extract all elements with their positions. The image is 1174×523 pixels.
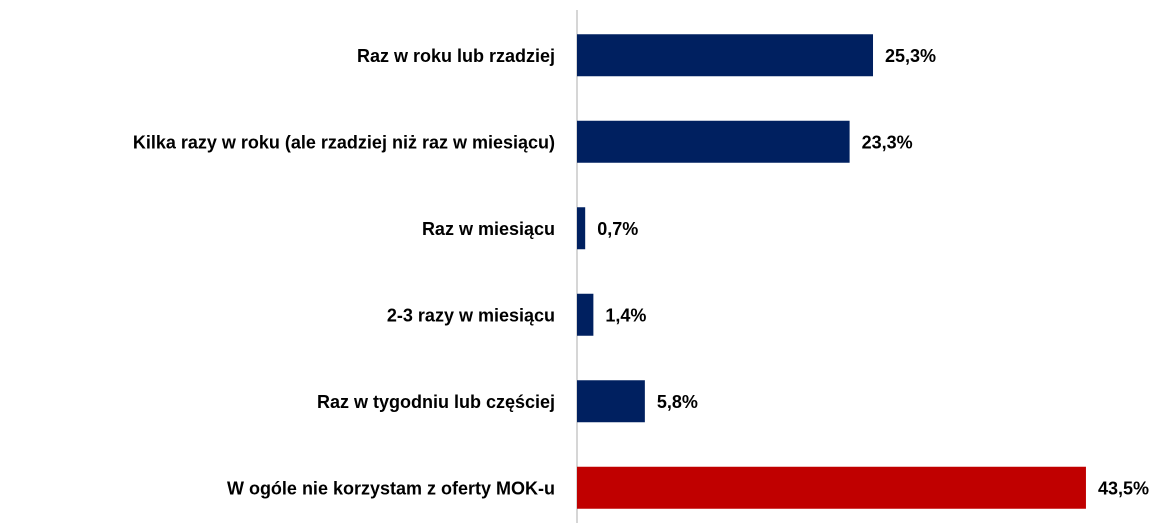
value-label: 5,8% xyxy=(657,392,698,412)
bar xyxy=(577,293,594,336)
value-label: 23,3% xyxy=(862,133,913,153)
value-label: 43,5% xyxy=(1098,479,1149,499)
category-label: Raz w roku lub rzadziej xyxy=(357,46,555,66)
category-label: Raz w miesiącu xyxy=(422,219,555,239)
value-label: 25,3% xyxy=(885,46,936,66)
bar xyxy=(577,466,1086,509)
category-label: 2-3 razy w miesiącu xyxy=(387,306,555,326)
category-label: Raz w tygodniu lub częściej xyxy=(317,392,555,412)
category-label: Kilka razy w roku (ale rzadziej niż raz … xyxy=(133,133,555,153)
value-label: 0,7% xyxy=(597,219,638,239)
bar xyxy=(577,380,645,423)
value-label: 1,4% xyxy=(605,306,646,326)
bar xyxy=(577,120,850,163)
bar xyxy=(577,34,874,77)
category-label: W ogóle nie korzystam z oferty MOK-u xyxy=(227,479,555,499)
bar xyxy=(577,207,586,250)
